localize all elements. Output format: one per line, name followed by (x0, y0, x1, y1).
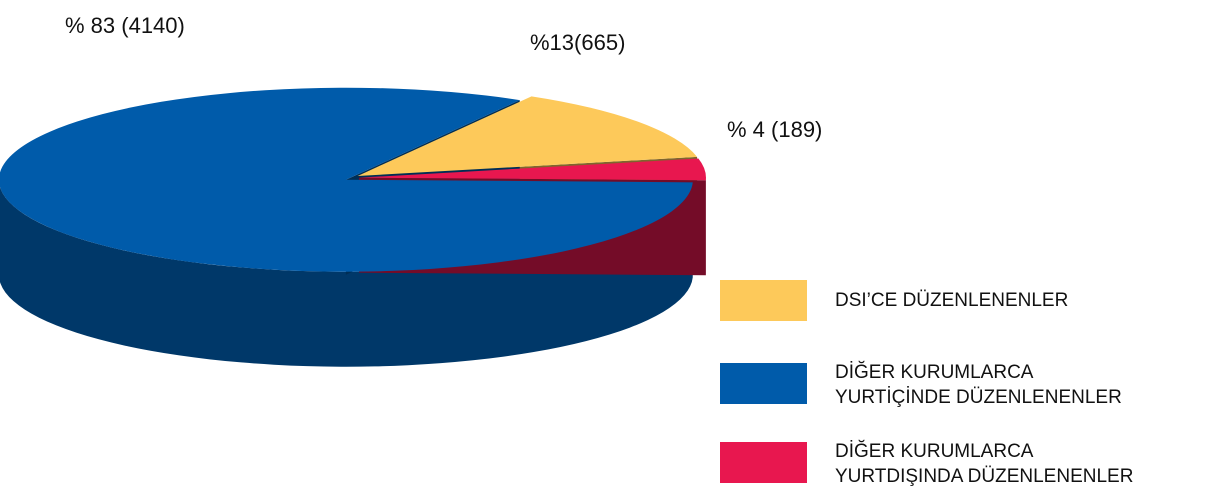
data-label: % 83 (4140) (65, 13, 185, 38)
slice-side (0, 182, 693, 367)
legend-swatch (720, 363, 807, 404)
legend-swatch (720, 280, 807, 321)
data-label: %13(665) (530, 30, 626, 55)
slice (357, 96, 698, 176)
slice (0, 87, 693, 272)
legend-swatch (720, 442, 807, 483)
legend-label: DİĞER KURUMLARCA YURTDIŞINDA DÜZENLENENL… (835, 441, 1134, 487)
data-label: % 4 (189) (727, 117, 823, 142)
legend-label: DİĞER KURUMLARCA YURTİÇİNDE DÜZENLENENLE… (835, 362, 1122, 408)
legend-label: DSI’CE DÜZENLENENLER (835, 290, 1069, 311)
slice (358, 158, 706, 181)
